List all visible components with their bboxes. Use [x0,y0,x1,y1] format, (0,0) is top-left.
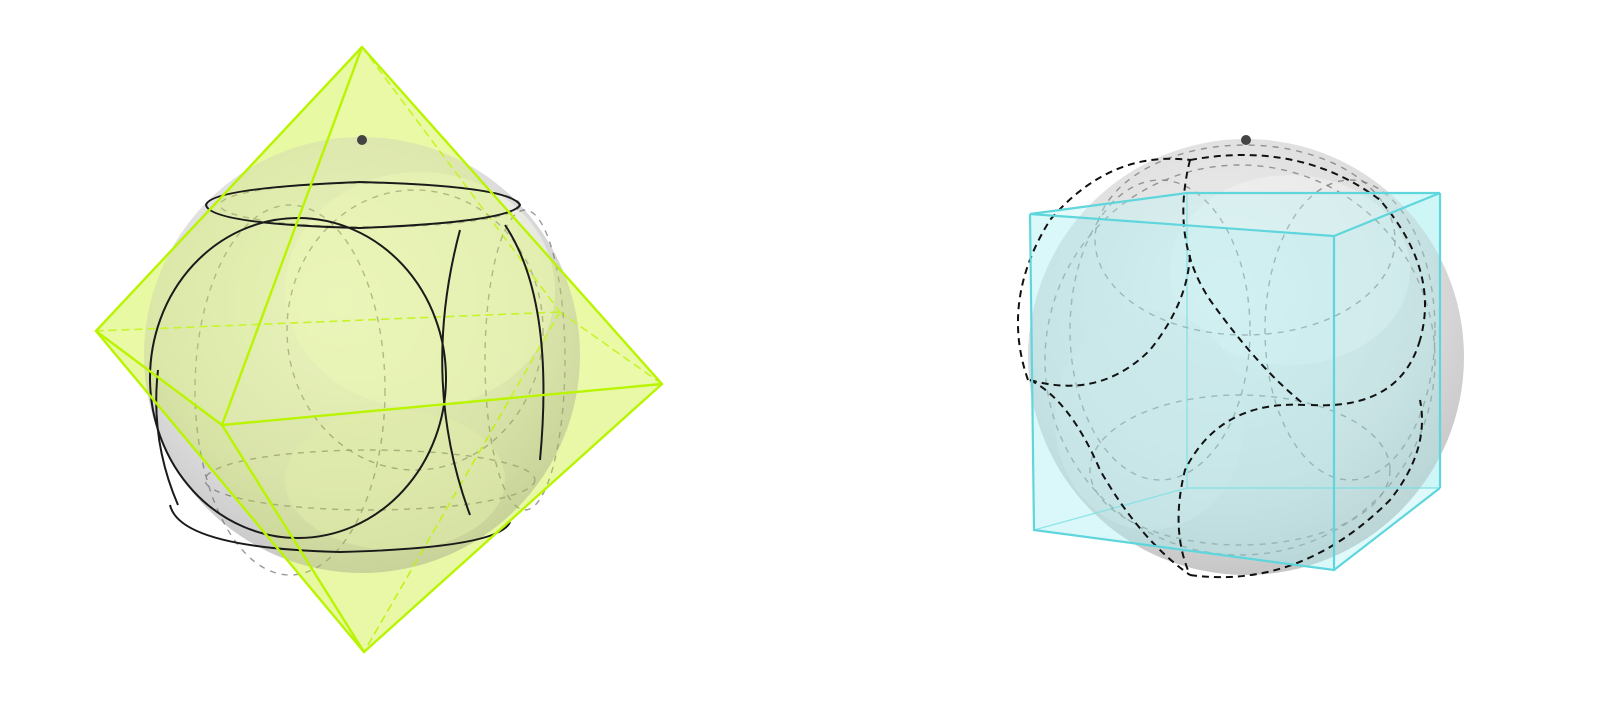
right-pole-point [1241,135,1251,145]
right-visible-circles [1016,154,1426,579]
left-pole-point [357,135,367,145]
cube-front-faces [1030,193,1440,570]
cube-figure [1016,135,1464,579]
right-hidden-circles [1044,144,1436,556]
cube-hidden-edges [1033,193,1440,531]
octahedron-figure [94,45,664,654]
octahedron-edges [94,45,664,654]
cube-edges [1028,191,1442,572]
octahedron-front-faces [96,47,662,652]
